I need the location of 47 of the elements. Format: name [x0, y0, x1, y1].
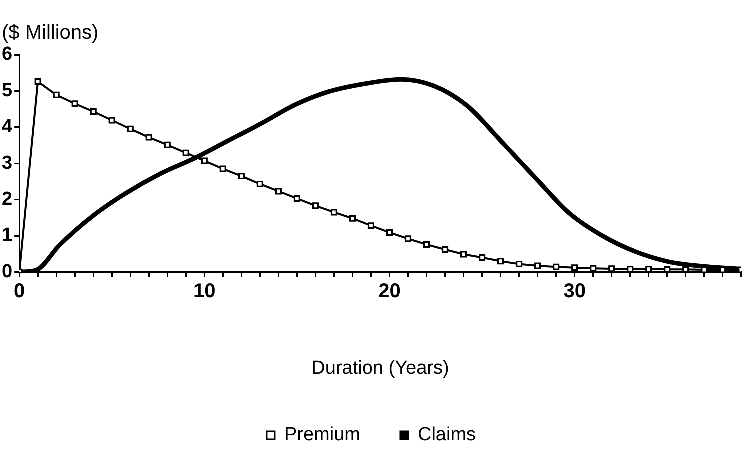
y-axis-title: ($ Millions): [2, 22, 99, 45]
x-tick-label: 10: [194, 280, 216, 303]
point: [664, 266, 671, 272]
point: [53, 92, 60, 98]
y-tick-label: 0: [2, 261, 13, 282]
point: [423, 241, 430, 248]
y-tick-label: 2: [2, 189, 13, 210]
point: [275, 188, 282, 195]
y-tick-label: 4: [2, 116, 13, 138]
point: [534, 262, 542, 270]
point: [108, 117, 116, 124]
x-tick-label: 30: [564, 280, 586, 303]
y-tick-label: 6: [2, 44, 13, 66]
point: [220, 166, 226, 172]
point: [256, 180, 264, 188]
point: [34, 78, 42, 86]
point: [146, 134, 152, 141]
point: [682, 266, 690, 272]
point: [127, 126, 134, 132]
y-tick-label: 3: [2, 152, 13, 174]
x-axis-title: Duration (Years): [312, 358, 450, 379]
point: [238, 172, 245, 180]
point: [590, 265, 597, 272]
point: [312, 202, 319, 210]
point: [330, 209, 338, 216]
point: [182, 150, 190, 156]
point: [294, 195, 300, 202]
point: [442, 246, 449, 254]
point: [368, 222, 375, 230]
point: [72, 100, 78, 108]
point: [164, 142, 171, 148]
point: [404, 236, 412, 242]
y-tick-label: 1: [2, 225, 13, 246]
point: [516, 260, 523, 268]
point: [479, 254, 486, 261]
point: [349, 215, 356, 222]
point: [572, 264, 578, 272]
point: [90, 108, 97, 116]
legend-label: Premium: [284, 424, 360, 446]
point: [460, 251, 468, 258]
point: [386, 229, 394, 236]
point: [201, 158, 208, 164]
x-tick-label: 20: [378, 280, 401, 303]
y-tick-label: 5: [2, 80, 13, 102]
point: [553, 264, 560, 270]
legend-label: Claims: [418, 424, 476, 446]
point: [498, 258, 504, 265]
